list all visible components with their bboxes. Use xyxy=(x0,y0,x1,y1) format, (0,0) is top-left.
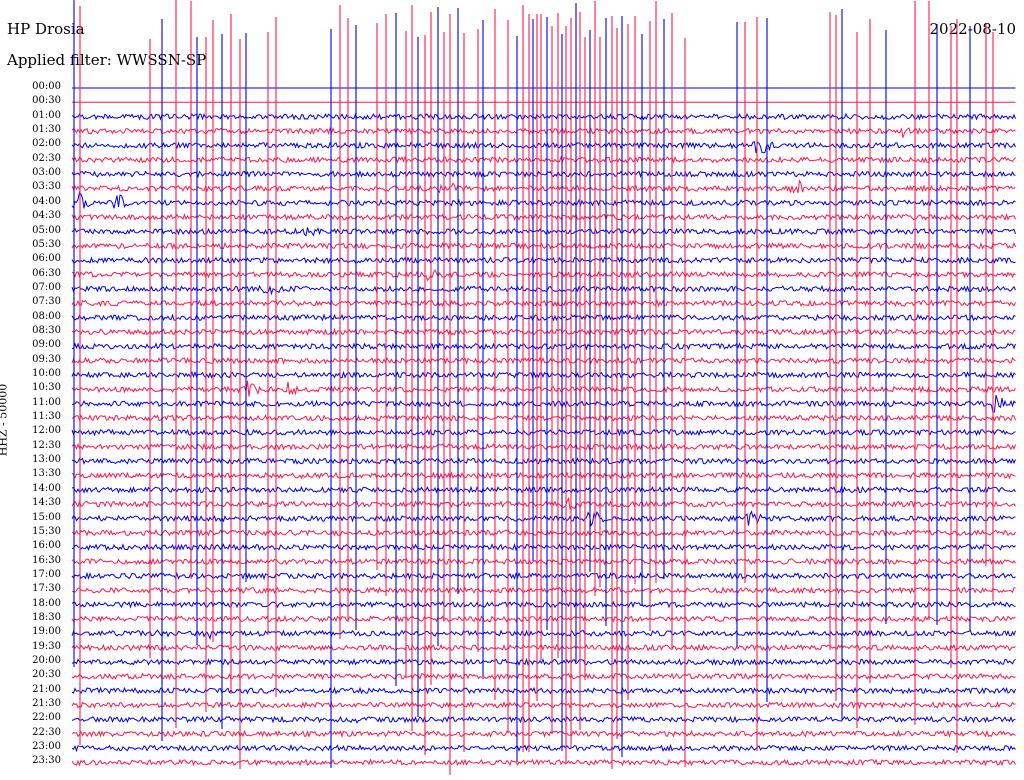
trace-line xyxy=(71,715,1016,724)
trace-line xyxy=(71,284,1016,296)
time-label: 13:00 xyxy=(32,454,61,466)
trace-line xyxy=(71,169,1016,179)
time-label: 06:30 xyxy=(32,267,61,279)
trace-line xyxy=(71,557,1016,566)
trace-line xyxy=(71,155,1016,164)
time-label: 23:00 xyxy=(32,741,61,753)
time-label: 01:00 xyxy=(32,109,61,121)
time-label: 22:30 xyxy=(32,726,61,738)
trace-line xyxy=(71,179,1016,194)
trace-line xyxy=(71,299,1016,308)
trace-line xyxy=(71,614,1016,623)
time-label: 13:30 xyxy=(32,468,61,480)
trace-line xyxy=(71,586,1016,595)
time-label: 02:00 xyxy=(32,138,61,150)
time-label: 00:30 xyxy=(32,95,61,107)
time-label: 10:30 xyxy=(32,382,61,394)
trace-line xyxy=(71,758,1016,767)
trace-line xyxy=(71,686,1016,695)
trace-line xyxy=(71,510,1016,528)
trace-line xyxy=(71,356,1016,365)
trace-line xyxy=(71,394,1016,414)
time-label: 03:00 xyxy=(32,167,61,179)
time-label: 01:30 xyxy=(32,124,61,136)
time-label: 09:00 xyxy=(32,339,61,351)
time-label: 12:30 xyxy=(32,439,61,451)
time-label: 18:30 xyxy=(32,611,61,623)
trace-line xyxy=(71,543,1016,552)
trace-line xyxy=(71,643,1016,652)
trace-line xyxy=(71,729,1016,739)
time-label: 19:00 xyxy=(32,626,61,638)
trace-line xyxy=(71,414,1016,423)
time-label: 10:00 xyxy=(32,368,61,379)
trace-line xyxy=(71,327,1016,337)
trace-line xyxy=(71,629,1016,640)
time-label: 21:30 xyxy=(32,698,61,710)
trace-line xyxy=(71,457,1016,466)
trace-line xyxy=(71,442,1016,451)
time-label: 15:00 xyxy=(32,511,61,523)
time-label: 15:30 xyxy=(32,525,61,537)
trace-line xyxy=(71,700,1016,710)
trace-line xyxy=(71,141,1016,154)
station-title: HP Drosia xyxy=(7,20,85,38)
trace-group xyxy=(71,87,1016,767)
time-label: 22:00 xyxy=(32,712,61,724)
trace-line xyxy=(71,571,1016,581)
trace-line xyxy=(71,428,1016,437)
time-label: 07:00 xyxy=(32,281,61,293)
time-label: 05:00 xyxy=(32,224,61,236)
trace-line xyxy=(71,313,1016,322)
time-label: 07:30 xyxy=(32,296,61,308)
trace-line xyxy=(71,657,1016,667)
time-label: 04:30 xyxy=(32,210,61,222)
time-label: 16:00 xyxy=(32,540,61,552)
trace-line xyxy=(71,672,1016,681)
time-label: 06:00 xyxy=(32,253,61,265)
time-label: 17:00 xyxy=(32,568,61,580)
time-label: 03:30 xyxy=(32,181,61,193)
time-label: 04:00 xyxy=(32,195,61,207)
time-label: 17:30 xyxy=(32,583,61,595)
trace-line xyxy=(71,112,1016,121)
filter-label: Applied filter: WWSSN-SP xyxy=(7,51,207,69)
trace-line xyxy=(71,342,1016,351)
time-label: 09:30 xyxy=(32,353,61,365)
time-label: 08:00 xyxy=(32,310,61,322)
time-label: 18:00 xyxy=(32,597,61,609)
time-label: 19:30 xyxy=(32,640,61,652)
trace-line xyxy=(71,370,1016,379)
trace-line xyxy=(71,485,1016,494)
trace-line xyxy=(71,600,1016,609)
time-label: 00:00 xyxy=(32,81,61,92)
time-label: 23:30 xyxy=(32,755,61,767)
time-label: 05:30 xyxy=(32,238,61,250)
time-label: 08:30 xyxy=(32,324,61,336)
trace-line xyxy=(71,743,1016,753)
trace-line xyxy=(71,380,1016,397)
time-label: 16:30 xyxy=(32,554,61,566)
time-label: 02:30 xyxy=(32,152,61,164)
time-label: 12:00 xyxy=(32,425,61,437)
trace-line xyxy=(71,528,1016,537)
time-label: 14:30 xyxy=(32,497,61,509)
trace-line xyxy=(71,191,1016,209)
trace-line xyxy=(71,126,1016,138)
trace-line xyxy=(71,268,1016,282)
time-label: 21:00 xyxy=(32,683,61,695)
spike-group xyxy=(73,0,994,775)
time-label: 11:30 xyxy=(32,411,61,423)
trace-line xyxy=(71,241,1016,250)
time-label: 20:30 xyxy=(32,669,61,681)
trace-line xyxy=(71,471,1016,480)
time-label: 11:00 xyxy=(32,396,61,408)
time-label: 14:00 xyxy=(32,482,61,494)
trace-line xyxy=(71,226,1016,237)
trace-line xyxy=(71,496,1016,511)
time-label: 20:00 xyxy=(32,655,61,666)
trace-line xyxy=(71,212,1016,222)
trace-line xyxy=(71,256,1016,265)
